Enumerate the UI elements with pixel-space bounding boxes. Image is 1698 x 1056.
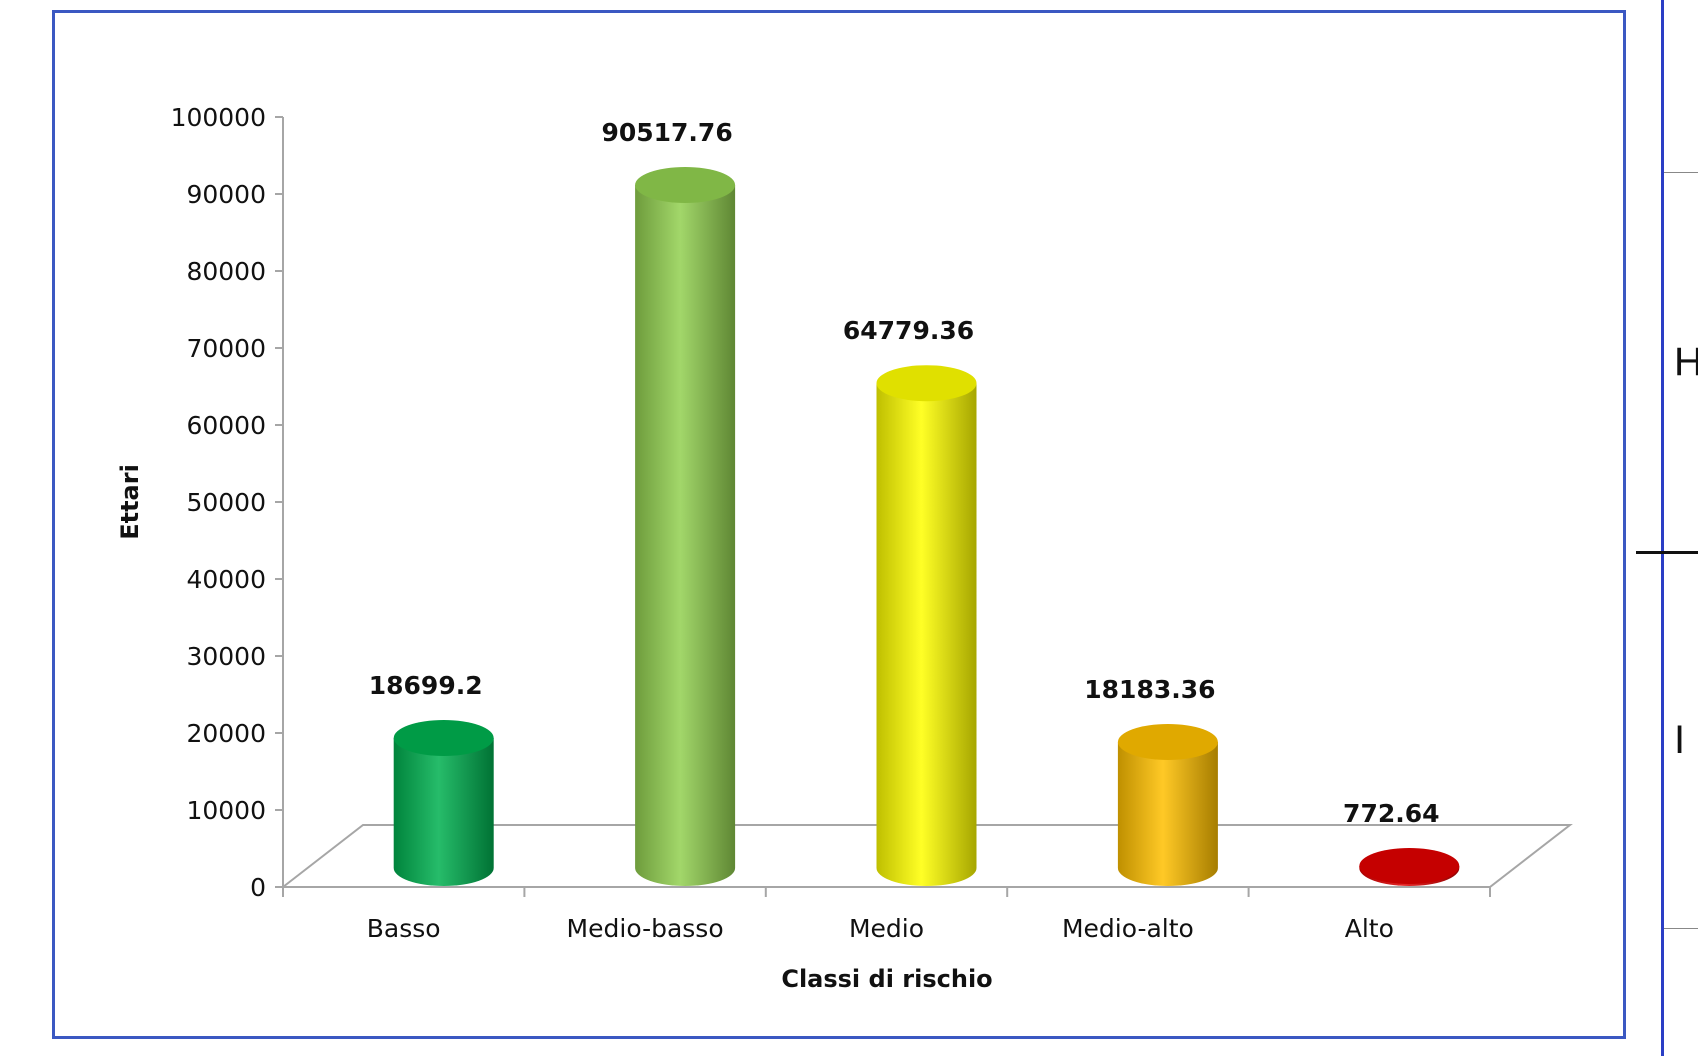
bar-top-medio-basso bbox=[635, 167, 736, 204]
data-label-medio-alto: 18183.36 bbox=[1084, 675, 1215, 704]
side-divider bbox=[1664, 172, 1698, 173]
x-tick-label-medio-basso: Medio-basso bbox=[567, 914, 724, 943]
y-tick-label: 70000 bbox=[186, 334, 266, 363]
x-tick-label-alto: Alto bbox=[1345, 914, 1394, 943]
side-letter-h: H bbox=[1674, 340, 1698, 384]
bars bbox=[393, 167, 1460, 886]
y-tick-label: 80000 bbox=[186, 257, 266, 286]
y-tick-label: 100000 bbox=[171, 103, 266, 132]
side-divider-strong bbox=[1636, 551, 1698, 554]
x-tick-label-medio-alto: Medio-alto bbox=[1062, 914, 1194, 943]
y-axis bbox=[275, 116, 1491, 897]
data-label-medio: 64779.36 bbox=[843, 316, 974, 345]
bar-top-medio bbox=[876, 365, 977, 402]
data-label-medio-basso: 90517.76 bbox=[601, 118, 732, 147]
y-tick-label: 50000 bbox=[186, 488, 266, 517]
x-axis-title: Classi di rischio bbox=[781, 965, 992, 993]
bar-medio-basso bbox=[635, 185, 736, 886]
data-label-alto: 772.64 bbox=[1343, 799, 1439, 828]
bar-basso bbox=[393, 738, 494, 886]
labels: 0 10000 20000 30000 40000 50000 60000 70000 8000… bbox=[116, 103, 1440, 993]
bar-medio-alto bbox=[1117, 741, 1218, 886]
x-tick-label-basso: Basso bbox=[367, 914, 441, 943]
y-tick-label: 0 bbox=[250, 873, 266, 902]
data-label-basso: 18699.2 bbox=[369, 671, 483, 700]
y-tick-label: 40000 bbox=[186, 565, 266, 594]
y-tick-label: 90000 bbox=[186, 180, 266, 209]
y-tick-label: 30000 bbox=[186, 642, 266, 671]
side-letter-i: I bbox=[1674, 718, 1686, 762]
y-tick-label: 10000 bbox=[186, 796, 266, 825]
side-divider bbox=[1664, 928, 1698, 929]
y-tick-label: 20000 bbox=[186, 719, 266, 748]
y-axis-title: Ettari bbox=[116, 464, 144, 540]
bar-medio bbox=[876, 383, 977, 886]
bar-top-alto bbox=[1359, 848, 1460, 884]
bar-top-medio-alto bbox=[1117, 723, 1218, 760]
x-tick-label-medio: Medio bbox=[849, 914, 924, 943]
side-panel: H I bbox=[1636, 0, 1698, 1056]
y-tick-label: 60000 bbox=[186, 411, 266, 440]
bar-top-basso bbox=[393, 720, 494, 757]
